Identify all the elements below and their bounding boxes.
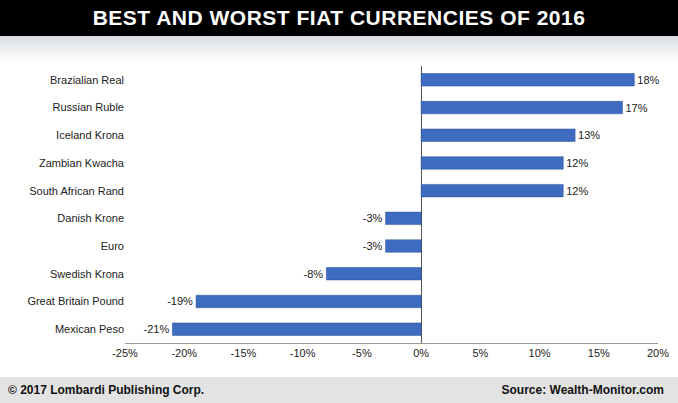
svg-text:Euro: Euro xyxy=(101,240,124,252)
svg-text:Russian Ruble: Russian Ruble xyxy=(52,101,124,113)
svg-text:18%: 18% xyxy=(637,74,659,86)
svg-text:-19%: -19% xyxy=(167,295,193,307)
svg-text:10%: 10% xyxy=(529,347,551,359)
svg-text:Zambian Kwacha: Zambian Kwacha xyxy=(39,157,125,169)
svg-text:Mexican Peso: Mexican Peso xyxy=(55,323,124,335)
svg-text:5%: 5% xyxy=(472,347,488,359)
svg-text:-3%: -3% xyxy=(363,212,383,224)
svg-text:-3%: -3% xyxy=(363,240,383,252)
svg-text:-8%: -8% xyxy=(304,268,324,280)
svg-text:-20%: -20% xyxy=(171,347,197,359)
svg-text:12%: 12% xyxy=(566,185,588,197)
svg-text:Great Britain Pound: Great Britain Pound xyxy=(27,295,124,307)
html-text:Source: Wealth-Monitor.com: Source: Wealth-Monitor.com xyxy=(501,383,664,397)
svg-text:12%: 12% xyxy=(566,157,588,169)
svg-text:Iceland Krona: Iceland Krona xyxy=(56,129,125,141)
svg-text:Swedish Krona: Swedish Krona xyxy=(50,268,125,280)
html-text:BEST AND WORST FIAT CURRENCIES: BEST AND WORST FIAT CURRENCIES OF 2016 xyxy=(92,6,586,29)
svg-text:Brazialian Real: Brazialian Real xyxy=(50,74,124,86)
html-text:© 2017 Lombardi Publishing Cor: © 2017 Lombardi Publishing Corp. xyxy=(8,383,205,397)
svg-text:-25%: -25% xyxy=(112,347,138,359)
svg-text:-10%: -10% xyxy=(290,347,316,359)
svg-text:Danish Krone: Danish Krone xyxy=(57,212,124,224)
svg-text:South African Rand: South African Rand xyxy=(29,185,124,197)
svg-text:0%: 0% xyxy=(413,347,429,359)
svg-text:13%: 13% xyxy=(578,129,600,141)
svg-text:-21%: -21% xyxy=(143,323,169,335)
svg-text:17%: 17% xyxy=(625,102,647,114)
svg-text:-15%: -15% xyxy=(231,347,257,359)
svg-text:-5%: -5% xyxy=(352,347,372,359)
svg-text:20%: 20% xyxy=(647,347,669,359)
svg-text:15%: 15% xyxy=(588,347,610,359)
